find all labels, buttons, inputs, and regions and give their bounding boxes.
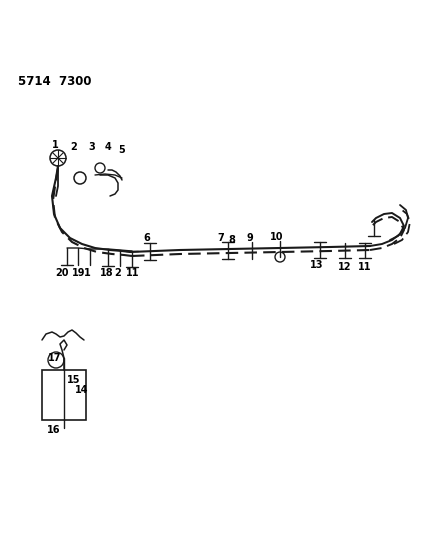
Text: 3: 3 <box>88 142 95 152</box>
Text: 6: 6 <box>143 233 150 243</box>
Text: 9: 9 <box>247 233 254 243</box>
Text: 20: 20 <box>55 268 68 278</box>
Text: 5: 5 <box>118 145 125 155</box>
Text: 2: 2 <box>70 142 77 152</box>
Text: 15: 15 <box>67 375 80 385</box>
Text: 16: 16 <box>47 425 60 435</box>
Text: 13: 13 <box>310 260 324 270</box>
Text: 1: 1 <box>52 140 59 150</box>
Text: 5714  7300: 5714 7300 <box>18 75 92 88</box>
Text: 10: 10 <box>270 232 283 242</box>
Text: 18: 18 <box>100 268 113 278</box>
Text: 19: 19 <box>72 268 86 278</box>
Text: 4: 4 <box>105 142 112 152</box>
Text: 2: 2 <box>114 268 121 278</box>
Bar <box>42 370 86 420</box>
Text: 11: 11 <box>126 268 140 278</box>
Text: 12: 12 <box>338 262 351 272</box>
Text: 7: 7 <box>217 233 224 243</box>
Text: 1: 1 <box>84 268 91 278</box>
Text: 17: 17 <box>48 353 62 363</box>
Text: 11: 11 <box>358 262 372 272</box>
Text: 8: 8 <box>228 235 235 245</box>
Text: 14: 14 <box>75 385 89 395</box>
